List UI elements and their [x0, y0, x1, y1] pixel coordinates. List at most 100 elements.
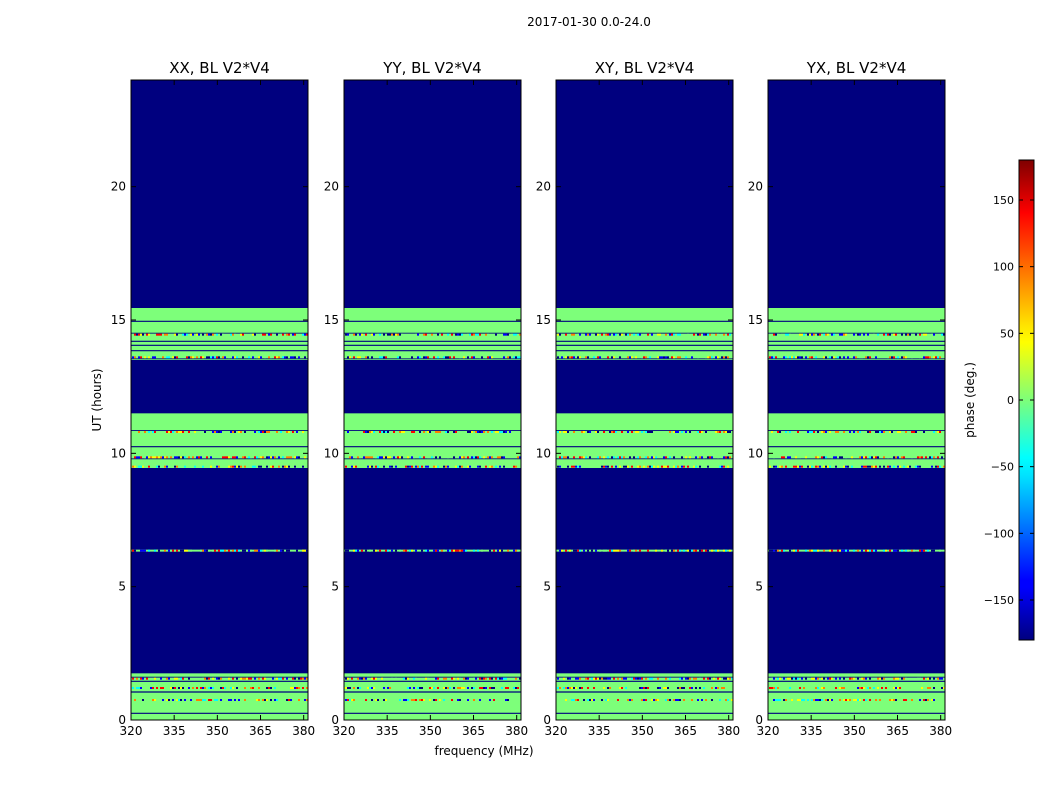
noise-pixel — [292, 333, 294, 336]
noise-pixel — [471, 333, 473, 336]
noise-pixel — [471, 699, 473, 701]
noise-pixel — [685, 677, 687, 680]
noise-pixel — [479, 677, 481, 680]
noise-pixel — [655, 465, 657, 468]
noise-pixel — [373, 687, 375, 689]
x-tick-label: 320 — [120, 724, 143, 738]
noise-pixel — [369, 456, 371, 459]
noise-pixel — [248, 699, 250, 701]
noise-pixel — [773, 356, 775, 359]
noise-pixel — [783, 456, 785, 459]
noise-pixel — [355, 699, 357, 701]
noise-pixel — [457, 549, 459, 552]
noise-pixel — [491, 431, 493, 433]
noise-pixel — [475, 333, 477, 336]
noise-pixel — [505, 699, 507, 701]
noise-pixel — [148, 431, 150, 433]
noise-pixel — [471, 356, 473, 359]
noise-pixel — [427, 356, 429, 359]
noise-pixel — [915, 465, 917, 468]
noise-pixel — [499, 687, 501, 689]
noise-pixel — [387, 431, 389, 433]
noise-pixel — [715, 687, 717, 689]
noise-pixel — [823, 456, 825, 459]
noise-pixel — [467, 677, 469, 680]
noise-pixel — [935, 465, 937, 468]
noise-pixel — [397, 356, 399, 359]
noise-pixel — [631, 699, 633, 701]
noise-pixel — [879, 677, 881, 680]
noise-pixel — [875, 549, 877, 552]
noise-pixel — [489, 456, 491, 459]
noise-pixel — [292, 687, 294, 689]
noise-pixel — [891, 549, 893, 552]
noise-pixel — [495, 677, 497, 680]
noise-pixel — [393, 465, 395, 468]
noise-pixel — [909, 431, 911, 433]
noise-pixel — [587, 687, 589, 689]
noise-pixel — [611, 431, 613, 433]
noise-pixel — [841, 549, 843, 552]
noise-pixel — [781, 699, 783, 701]
noise-pixel — [861, 465, 863, 468]
noise-pixel — [479, 699, 481, 701]
noise-pixel — [437, 456, 439, 459]
noise-pixel — [194, 465, 196, 468]
noise-pixel — [274, 456, 276, 459]
noise-pixel — [369, 431, 371, 433]
noise-pixel — [294, 677, 296, 680]
noise-pixel — [811, 465, 813, 468]
noise-pixel — [725, 356, 727, 359]
noise-pixel — [897, 699, 899, 701]
noise-pixel — [176, 356, 178, 359]
noise-pixel — [911, 431, 913, 433]
colorbar-tick-label: −100 — [984, 527, 1014, 540]
noise-pixel — [653, 465, 655, 468]
noise-pixel — [617, 677, 619, 680]
noise-pixel — [302, 431, 304, 433]
noise-pixel — [242, 333, 244, 336]
noise-pixel — [617, 549, 619, 552]
noise-pixel — [807, 699, 809, 701]
noise-pixel — [132, 677, 134, 680]
noise-pixel — [939, 356, 941, 359]
noise-pixel — [869, 356, 871, 359]
noise-pixel — [613, 456, 615, 459]
noise-pixel — [256, 549, 258, 552]
noise-pixel — [184, 465, 186, 468]
noise-pixel — [839, 699, 841, 701]
noise-pixel — [901, 456, 903, 459]
noise-pixel — [605, 333, 607, 336]
noise-pixel — [775, 677, 777, 680]
noise-pixel — [296, 456, 298, 459]
noise-pixel — [405, 456, 407, 459]
noise-pixel — [465, 549, 467, 552]
noise-pixel — [292, 431, 294, 433]
noise-pixel — [174, 549, 176, 552]
noise-pixel — [351, 677, 353, 680]
noise-pixel — [815, 356, 817, 359]
noise-pixel — [234, 456, 236, 459]
noise-pixel — [583, 549, 585, 552]
noise-pixel — [212, 333, 214, 336]
noise-pixel — [621, 687, 623, 689]
noise-pixel — [497, 431, 499, 433]
noise-pixel — [683, 687, 685, 689]
noise-pixel — [222, 456, 224, 459]
noise-pixel — [208, 333, 210, 336]
noise-pixel — [274, 687, 276, 689]
noise-pixel — [867, 465, 869, 468]
noise-pixel — [232, 431, 234, 433]
noise-pixel — [707, 549, 709, 552]
noise-pixel — [647, 687, 649, 689]
noise-pixel — [250, 549, 252, 552]
noise-pixel — [286, 465, 288, 468]
noise-pixel — [453, 687, 455, 689]
noise-pixel — [503, 456, 505, 459]
noise-pixel — [208, 549, 210, 552]
noise-pixel — [176, 677, 178, 680]
noise-pixel — [803, 687, 805, 689]
noise-pixel — [831, 333, 833, 336]
noise-pixel — [427, 677, 429, 680]
noise-pixel — [771, 687, 773, 689]
